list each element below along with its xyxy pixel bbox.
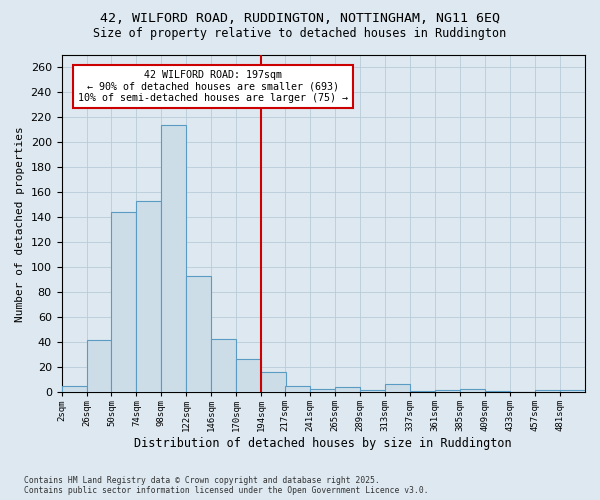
- Bar: [285, 386, 310, 392]
- Bar: [460, 388, 485, 392]
- Text: Contains HM Land Registry data © Crown copyright and database right 2025.
Contai: Contains HM Land Registry data © Crown c…: [24, 476, 428, 495]
- Bar: [236, 358, 262, 392]
- Bar: [335, 388, 360, 392]
- Bar: [435, 390, 460, 392]
- X-axis label: Distribution of detached houses by size in Ruddington: Distribution of detached houses by size …: [134, 437, 512, 450]
- Bar: [535, 390, 560, 392]
- Bar: [86, 340, 112, 392]
- Text: 42 WILFORD ROAD: 197sqm
← 90% of detached houses are smaller (693)
10% of semi-d: 42 WILFORD ROAD: 197sqm ← 90% of detache…: [79, 70, 349, 103]
- Bar: [136, 201, 161, 392]
- Bar: [62, 386, 86, 392]
- Bar: [310, 388, 335, 392]
- Bar: [211, 338, 236, 392]
- Bar: [161, 125, 187, 392]
- Bar: [560, 390, 585, 392]
- Text: 42, WILFORD ROAD, RUDDINGTON, NOTTINGHAM, NG11 6EQ: 42, WILFORD ROAD, RUDDINGTON, NOTTINGHAM…: [100, 12, 500, 26]
- Bar: [187, 276, 211, 392]
- Bar: [385, 384, 410, 392]
- Y-axis label: Number of detached properties: Number of detached properties: [15, 126, 25, 322]
- Bar: [112, 212, 136, 392]
- Text: Size of property relative to detached houses in Ruddington: Size of property relative to detached ho…: [94, 28, 506, 40]
- Bar: [360, 390, 385, 392]
- Bar: [262, 372, 286, 392]
- Bar: [410, 391, 435, 392]
- Bar: [485, 391, 510, 392]
